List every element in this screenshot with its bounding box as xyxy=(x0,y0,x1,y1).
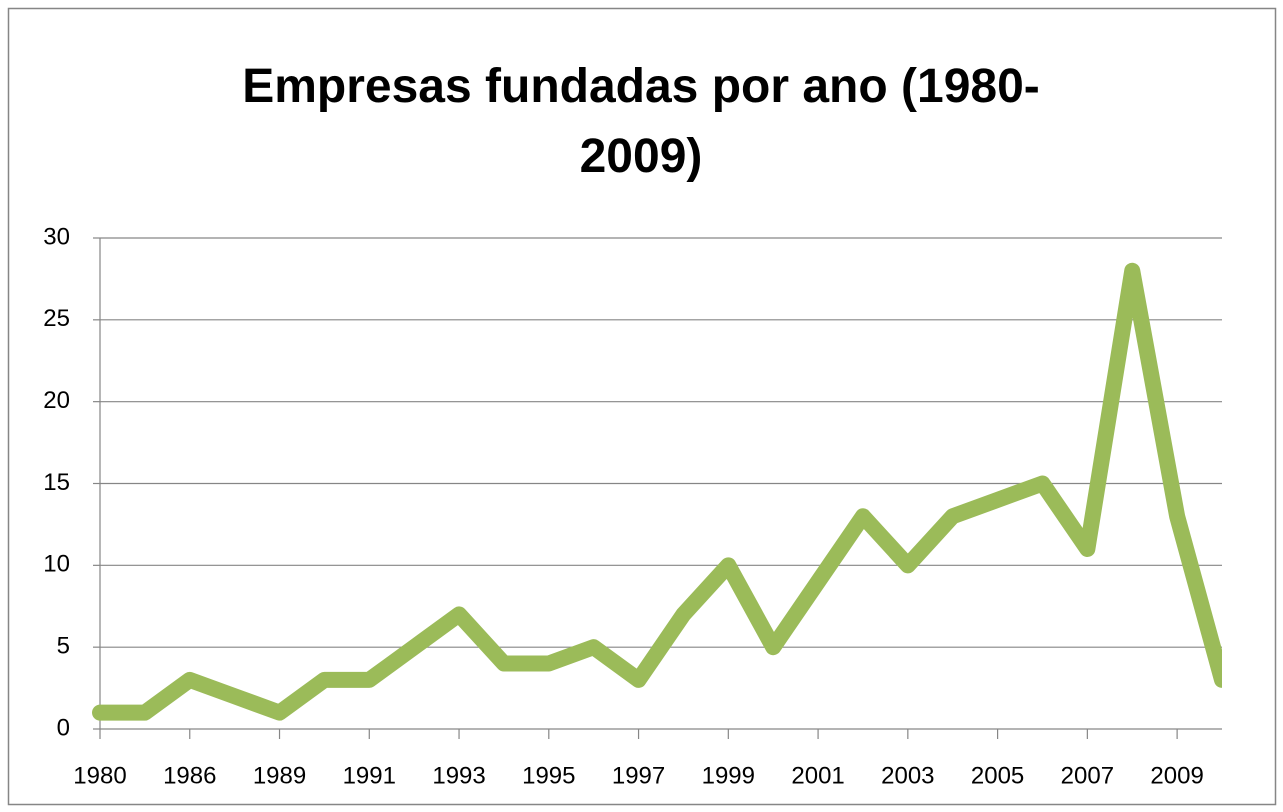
x-tick-label: 1999 xyxy=(702,762,755,789)
x-tick-label: 2005 xyxy=(971,762,1024,789)
y-tick-label: 30 xyxy=(43,223,70,250)
y-tick-label: 10 xyxy=(43,551,70,578)
x-tick-label: 1980 xyxy=(73,762,126,789)
x-tick-label: 1991 xyxy=(343,762,396,789)
x-tick-label: 2003 xyxy=(881,762,934,789)
y-tick-label: 15 xyxy=(43,469,70,496)
y-tick-label: 20 xyxy=(43,387,70,414)
x-tick-label: 1993 xyxy=(432,762,485,789)
x-tick-label: 1995 xyxy=(522,762,575,789)
y-tick-label: 0 xyxy=(57,714,70,741)
x-tick-label: 1989 xyxy=(253,762,306,789)
y-tick-label: 5 xyxy=(57,633,70,660)
data-line xyxy=(92,262,1222,721)
x-tick-label: 2009 xyxy=(1150,762,1203,789)
x-tick-label: 1986 xyxy=(163,762,216,789)
x-tick-label: 2001 xyxy=(791,762,844,789)
y-tick-label: 25 xyxy=(43,305,70,332)
chart-title: Empresas fundadas por ano (1980-2009) xyxy=(242,60,1040,183)
x-tick-label: 2007 xyxy=(1061,762,1114,789)
x-tick-label: 1997 xyxy=(612,762,665,789)
